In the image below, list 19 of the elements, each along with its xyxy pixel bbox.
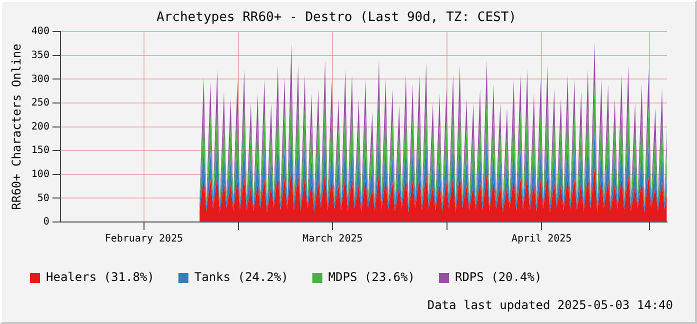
y-tick-label: 300 — [31, 74, 50, 85]
y-axis-title: RR60+ Characters Online — [9, 44, 24, 210]
y-tick-label: 350 — [31, 50, 50, 61]
x-tick-label: April 2025 — [511, 234, 572, 245]
legend-label: Tanks (24.2%) — [194, 270, 288, 284]
legend-label: Healers (31.8%) — [46, 270, 154, 284]
y-tick-label: 50 — [37, 192, 50, 204]
x-tick-label: March 2025 — [302, 234, 363, 245]
y-tick-label: 400 — [31, 26, 50, 38]
y-tick-label: 0 — [43, 216, 50, 228]
legend-label: RDPS (20.4%) — [454, 270, 542, 284]
legend-label: MDPS (23.6%) — [328, 270, 415, 284]
y-tick-label: 150 — [31, 145, 50, 156]
text: Data last updated 2025-05-03 14:40 — [427, 298, 673, 312]
y-tick-label: 100 — [31, 168, 50, 180]
x-tick-label: February 2025 — [104, 234, 184, 245]
y-tick-label: 250 — [31, 98, 50, 109]
chart-title: Archetypes RR60+ - Destro (Last 90d, TZ: CEST) — [156, 10, 517, 26]
y-tick-label: 200 — [31, 121, 50, 132]
